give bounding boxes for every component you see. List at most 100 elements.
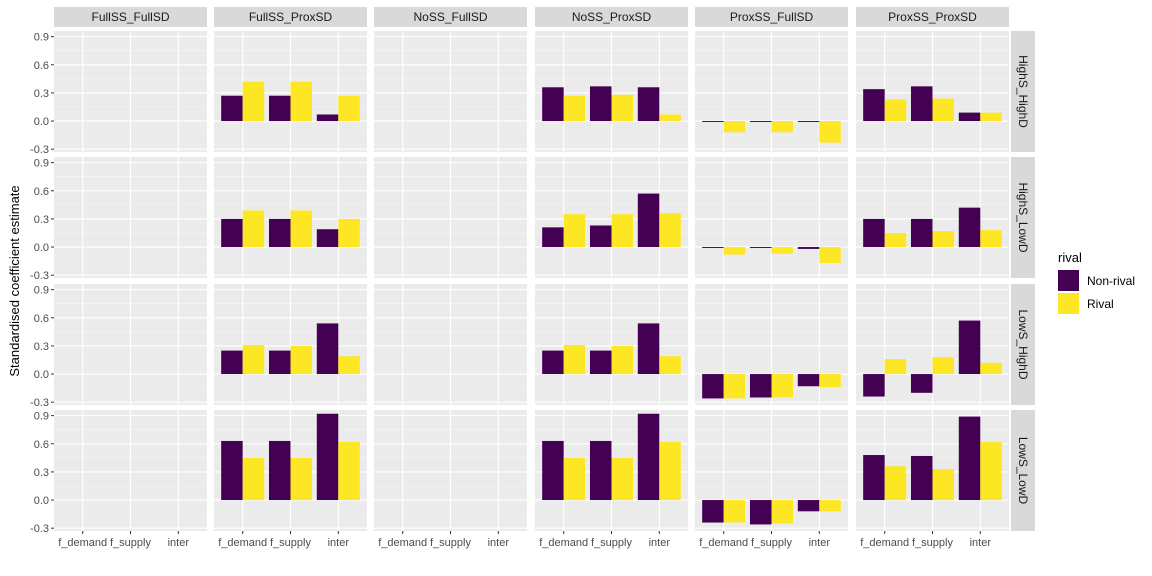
bar-non-rival-f-demand	[542, 440, 564, 501]
bar-non-rival-f-supply	[749, 500, 772, 525]
facet-row-label: LowS_LowD	[1016, 437, 1030, 505]
panel-noss-fullsd-highs-lowd	[374, 157, 527, 278]
bar-non-rival-f-supply	[589, 350, 612, 375]
x-tick-label: f_supply	[110, 537, 151, 549]
x-tick-label: f_supply	[591, 537, 632, 549]
panel-fullss-proxsd-highs-lowd	[214, 157, 367, 278]
y-tick-label: 0.9	[34, 158, 49, 170]
bar-rival-inter	[659, 441, 681, 501]
bar-non-rival-inter	[316, 114, 339, 122]
bar-non-rival-f-demand	[542, 350, 564, 375]
panel-fullss-proxsd-highs-highd	[214, 31, 367, 152]
panel-fullss-fullsd-highs-highd	[54, 31, 207, 152]
bar-non-rival-inter	[958, 320, 981, 375]
bar-non-rival-f-demand	[702, 247, 724, 248]
bar-rival-f-demand	[563, 95, 586, 122]
bar-rival-f-demand	[242, 81, 265, 122]
bar-rival-inter	[980, 230, 1002, 248]
y-tick-label: 0.0	[34, 495, 49, 507]
bar-non-rival-inter	[958, 112, 981, 122]
bar-rival-f-demand	[563, 214, 586, 248]
bar-non-rival-f-supply	[910, 86, 933, 122]
legend: rival Non-rival Rival	[1058, 250, 1135, 314]
bar-rival-f-demand	[884, 99, 907, 122]
bar-rival-f-demand	[563, 457, 586, 501]
bar-rival-f-supply	[932, 357, 955, 375]
x-tick-label: f_supply	[751, 537, 792, 549]
y-tick-label: 0.6	[34, 313, 49, 325]
bar-rival-inter	[819, 247, 841, 263]
y-tick-label: 0.0	[34, 369, 49, 381]
bar-non-rival-f-demand	[863, 218, 885, 248]
bar-rival-f-demand	[242, 344, 265, 375]
facet-column-label: FullSS_FullSD	[91, 10, 169, 24]
bar-rival-inter	[980, 362, 1002, 375]
bar-rival-inter	[980, 441, 1002, 501]
bar-non-rival-f-supply	[268, 440, 291, 501]
y-tick-label: 0.9	[34, 285, 49, 297]
bar-non-rival-f-supply	[268, 350, 291, 375]
bar-non-rival-f-supply	[910, 218, 933, 248]
bar-non-rival-inter	[797, 500, 820, 512]
bar-rival-f-supply	[611, 345, 634, 375]
panel-noss-proxsd-highs-lowd	[535, 157, 688, 278]
y-axis-title: Standardised coefficient estimate	[7, 185, 22, 376]
bar-non-rival-inter	[637, 323, 660, 375]
panel-proxss-proxsd-lows-lowd	[856, 410, 1009, 531]
facet-row-label: HighS_LowD	[1016, 182, 1030, 252]
panel-proxss-proxsd-highs-highd	[856, 31, 1009, 152]
x-tick-label: f_supply	[912, 537, 953, 549]
x-tick-label: inter	[168, 537, 190, 549]
bar-rival-f-supply	[290, 81, 313, 122]
bar-non-rival-f-supply	[749, 374, 772, 398]
bar-rival-f-demand	[563, 344, 586, 375]
panel-noss-fullsd-lows-lowd	[374, 410, 527, 531]
bar-non-rival-f-supply	[749, 247, 772, 248]
y-tick-label: 0.3	[34, 467, 49, 479]
facet-row-label: LowS_HighD	[1016, 309, 1030, 379]
y-tick-label: 0.9	[34, 411, 49, 423]
bar-rival-f-demand	[723, 247, 746, 255]
y-tick-label: -0.3	[30, 270, 49, 282]
facet-column-label: ProxSS_FullSD	[730, 10, 814, 24]
x-tick-label: f_demand	[378, 537, 427, 549]
bar-non-rival-f-supply	[910, 455, 933, 501]
bar-rival-inter	[659, 213, 681, 248]
bar-rival-inter	[338, 441, 360, 501]
bar-rival-inter	[659, 356, 681, 375]
y-tick-label: 0.3	[34, 214, 49, 226]
bar-rival-inter	[659, 114, 681, 122]
bar-non-rival-f-demand	[702, 121, 724, 122]
bar-non-rival-f-supply	[910, 374, 933, 393]
panel-noss-fullsd-lows-highd	[374, 284, 527, 405]
bar-non-rival-inter	[797, 121, 820, 122]
x-tick-label: f_demand	[699, 537, 748, 549]
y-tick-label: 0.6	[34, 439, 49, 451]
bar-rival-f-demand	[723, 121, 746, 133]
bar-rival-inter	[338, 356, 360, 375]
bar-rival-f-supply	[290, 345, 313, 375]
bar-non-rival-f-demand	[542, 227, 564, 248]
y-tick-label: 0.9	[34, 32, 49, 44]
panel-fullss-proxsd-lows-lowd	[214, 410, 367, 531]
x-tick-label: f_demand	[58, 537, 107, 549]
bar-non-rival-f-demand	[863, 89, 885, 122]
bar-rival-f-supply	[611, 214, 634, 248]
x-tick-label: f_demand	[218, 537, 267, 549]
facet-column-label: NoSS_FullSD	[413, 10, 487, 24]
legend-swatch-rival	[1058, 293, 1079, 314]
bar-rival-f-demand	[723, 500, 746, 523]
panel-fullss-proxsd-lows-highd	[214, 284, 367, 405]
bar-non-rival-inter	[797, 374, 820, 387]
legend-title: rival	[1058, 250, 1082, 265]
bar-rival-f-demand	[242, 457, 265, 501]
facet-column-label: ProxSS_ProxSD	[888, 10, 977, 24]
bar-non-rival-inter	[958, 416, 981, 501]
bar-rival-f-demand	[884, 466, 907, 501]
facet-column-label: NoSS_ProxSD	[572, 10, 652, 24]
bar-non-rival-f-demand	[221, 218, 243, 248]
facet-strip-proxss-proxsd	[856, 7, 1009, 27]
bar-non-rival-f-demand	[702, 500, 724, 523]
facet-strip-fullss-proxsd	[214, 7, 367, 27]
